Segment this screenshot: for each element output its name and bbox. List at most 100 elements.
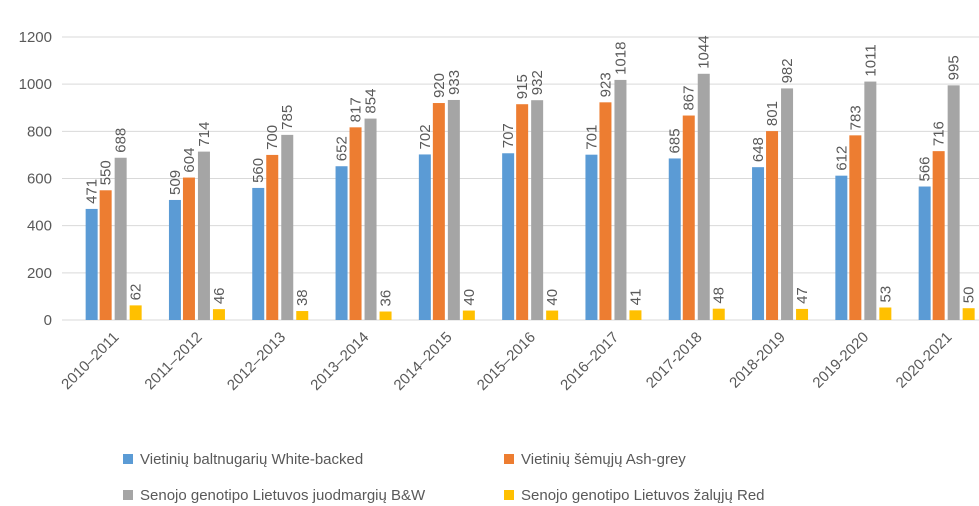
value-label: 48 [711, 287, 728, 304]
bar [281, 134, 294, 320]
value-label: 53 [877, 286, 894, 303]
value-label: 982 [779, 58, 796, 83]
legend-swatch [504, 454, 514, 464]
bar [962, 308, 975, 320]
value-label: 41 [627, 289, 644, 306]
y-tick-label: 200 [27, 265, 52, 282]
bar [849, 135, 862, 320]
legend-swatch [504, 490, 514, 500]
bar [266, 154, 279, 320]
value-label: 550 [98, 160, 115, 185]
value-label: 785 [279, 105, 296, 130]
bar [682, 115, 695, 320]
bar [197, 151, 210, 320]
value-label: 509 [167, 170, 184, 195]
bar [766, 131, 779, 320]
value-label: 40 [461, 289, 478, 306]
bar [516, 104, 529, 321]
bar [835, 175, 848, 320]
value-label: 923 [597, 72, 614, 97]
value-label: 648 [750, 137, 767, 162]
bar [432, 103, 445, 321]
bar [502, 153, 515, 320]
value-label: 62 [128, 284, 145, 301]
x-tick-label: 2014–2015 [391, 329, 456, 394]
legend-label: Vietinių šėmųjų Ash-grey [521, 451, 686, 468]
bar [629, 310, 642, 320]
bar [879, 307, 892, 320]
value-label: 1018 [612, 42, 629, 75]
value-label: 932 [529, 70, 546, 95]
bar [114, 157, 127, 320]
value-label: 995 [946, 55, 963, 80]
bar [614, 79, 627, 321]
bar [796, 308, 809, 320]
bar [546, 310, 559, 320]
x-tick-label: 2010–2011 [58, 329, 122, 393]
x-tick-label: 2013–2014 [307, 329, 372, 394]
legend-label: Senojo genotipo Lietuvos žalųjų Red [521, 487, 765, 504]
bar [99, 190, 112, 320]
value-label: 702 [417, 124, 434, 149]
value-label: 560 [250, 158, 267, 183]
bar [697, 73, 710, 320]
bar [585, 154, 598, 320]
bar [182, 177, 195, 320]
value-label: 700 [264, 125, 281, 150]
bar [781, 88, 794, 320]
bar [335, 166, 348, 320]
bar [296, 311, 309, 320]
bar [918, 186, 931, 320]
bar [379, 311, 392, 320]
bar [599, 102, 612, 320]
value-label: 701 [583, 125, 600, 150]
bar [462, 310, 475, 320]
value-label: 854 [363, 89, 380, 114]
legend-label: Vietinių baltnugarių White-backed [140, 451, 363, 468]
value-label: 36 [378, 290, 395, 307]
y-tick-label: 1200 [19, 29, 52, 46]
value-label: 817 [348, 97, 365, 122]
value-label: 47 [794, 287, 811, 304]
value-label: 612 [833, 146, 850, 171]
bar [212, 309, 225, 320]
value-label: 50 [961, 287, 978, 304]
bar [531, 100, 544, 320]
bar [752, 167, 765, 320]
bar [85, 208, 98, 320]
x-tick-label: 2019-2020 [809, 329, 872, 392]
bar [349, 127, 362, 321]
value-label: 40 [544, 289, 561, 306]
x-tick-label: 2016–2017 [557, 329, 622, 394]
bar [932, 151, 945, 320]
legend-swatch [123, 490, 133, 500]
value-label: 38 [294, 289, 311, 306]
value-label: 685 [667, 128, 684, 153]
y-tick-label: 400 [27, 218, 52, 235]
bar [364, 118, 377, 321]
value-label: 867 [681, 86, 698, 111]
y-tick-label: 600 [27, 171, 52, 188]
bar [168, 199, 181, 320]
x-tick-label: 2011–2012 [141, 329, 205, 393]
value-label: 920 [431, 73, 448, 98]
value-label: 1011 [862, 44, 879, 76]
value-label: 783 [847, 105, 864, 130]
x-tick-label: 2017-2018 [643, 329, 706, 392]
bar [668, 158, 681, 320]
bar [947, 85, 960, 321]
value-label: 46 [211, 287, 228, 304]
bar [447, 99, 460, 320]
value-label: 714 [196, 122, 213, 147]
x-tick-label: 2018-2019 [726, 329, 789, 392]
legend-label: Senojo genotipo Lietuvos juodmargių B&W [140, 487, 426, 504]
value-label: 688 [113, 128, 130, 153]
legend-swatch [123, 454, 133, 464]
bar [418, 154, 431, 320]
y-tick-label: 800 [27, 123, 52, 140]
value-label: 566 [917, 156, 934, 181]
value-label: 933 [446, 70, 463, 95]
bar [129, 305, 142, 320]
value-label: 707 [500, 123, 517, 148]
